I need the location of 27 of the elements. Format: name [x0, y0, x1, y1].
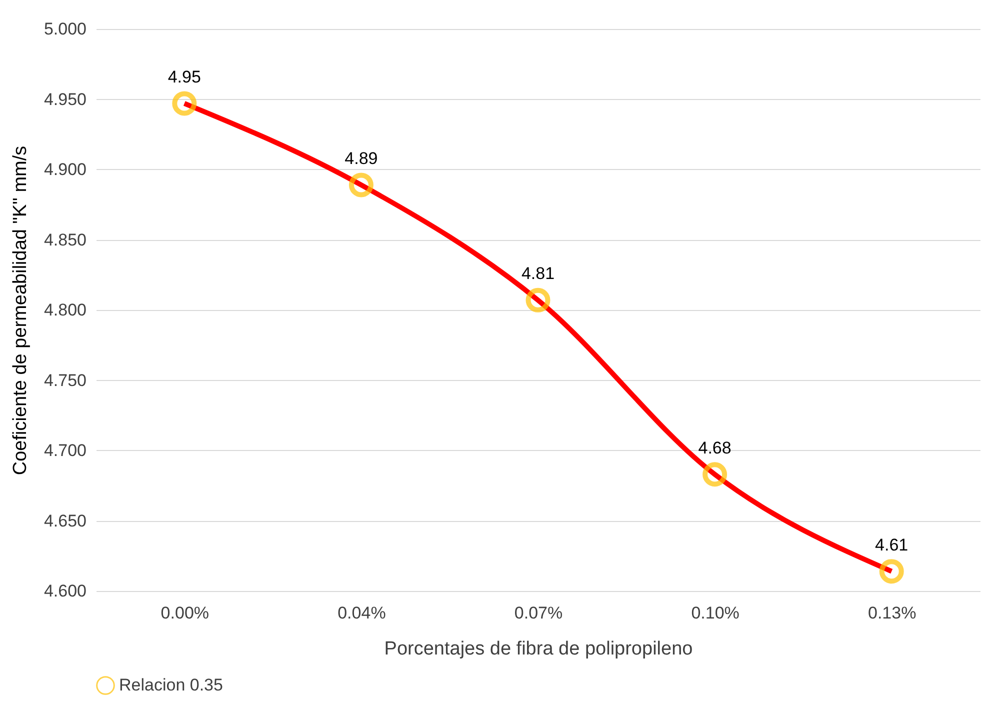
- point: [172, 91, 197, 116]
- y-axis-title: Coeficiente de permeabilidad "K" mm/s: [10, 146, 31, 476]
- point: [348, 172, 374, 198]
- point: [526, 288, 550, 312]
- y-tick-label: 4.750: [44, 370, 86, 390]
- x-tick-label: 0.04%: [338, 604, 386, 622]
- y-tick-label: 4.950: [44, 90, 86, 109]
- y-tick-label: 4.800: [44, 300, 86, 320]
- y-tick-label: 4.600: [44, 582, 86, 600]
- x-tick-label: 0.07%: [514, 604, 563, 622]
- y-tick-label: 4.650: [44, 511, 86, 530]
- x-tick-label: 0.13%: [868, 604, 916, 622]
- data-label: 4.95: [168, 67, 201, 86]
- legend-label: Relacion 0.35: [119, 676, 223, 694]
- point: [879, 559, 904, 584]
- y-tick-label: 5.000: [44, 20, 86, 38]
- x-tick-label: 0.00%: [160, 604, 209, 622]
- point: [702, 462, 728, 487]
- x-tick-label: 0.10%: [691, 604, 740, 622]
- data-label: 4.89: [344, 148, 378, 168]
- data-label: 4.68: [698, 438, 732, 458]
- y-tick-label: 4.850: [44, 230, 86, 250]
- y-tick-label: 4.700: [44, 441, 86, 460]
- data-label: 4.61: [875, 535, 908, 554]
- y-tick-label: 4.900: [44, 160, 86, 179]
- data-label: 4.81: [521, 264, 555, 284]
- x-axis-title: Porcentajes de fibra de polipropileno: [384, 638, 693, 660]
